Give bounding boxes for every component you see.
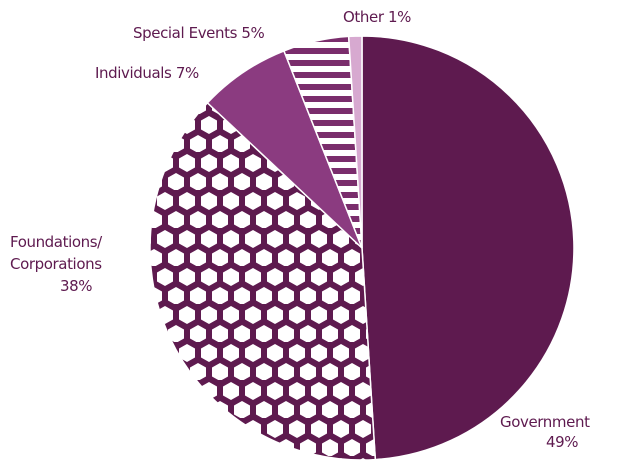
slice-label-line: 38% bbox=[60, 277, 92, 295]
slice-label-line: Other 1% bbox=[343, 8, 411, 26]
pie-slice-foundations-corporations bbox=[149, 101, 377, 461]
slice-label-line: Special Events 5% bbox=[133, 24, 265, 42]
slice-label-foundations-corporations: Foundations/Corporations 38% bbox=[10, 233, 103, 295]
slice-label-special-events: Special Events 5% bbox=[133, 24, 265, 42]
slice-label-other: Other 1% bbox=[343, 8, 411, 26]
slice-label-line: Individuals 7% bbox=[95, 64, 199, 82]
pie-slice-government bbox=[361, 35, 575, 461]
slice-label-line: Foundations/ bbox=[10, 233, 103, 251]
slice-label-government: Government 49% bbox=[500, 413, 590, 451]
pie-slice-other bbox=[347, 35, 363, 249]
slice-label-line: Corporations bbox=[10, 255, 102, 273]
slice-label-line: 49% bbox=[546, 433, 578, 451]
slice-label-line: Government bbox=[500, 413, 590, 431]
slice-label-individuals: Individuals 7% bbox=[95, 64, 199, 82]
